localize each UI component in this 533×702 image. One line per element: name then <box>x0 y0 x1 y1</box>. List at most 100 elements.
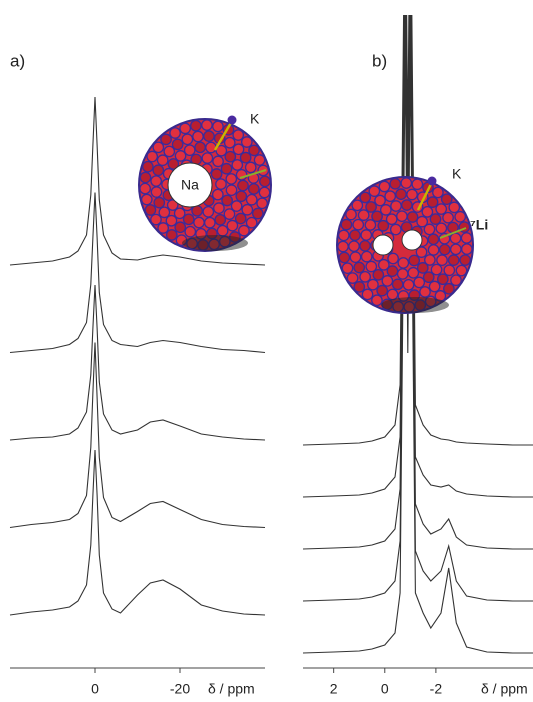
pore <box>372 234 394 256</box>
atom <box>371 210 383 223</box>
atom <box>232 143 245 156</box>
atom <box>352 218 365 231</box>
atom <box>144 204 157 216</box>
atom <box>225 173 238 185</box>
atom <box>139 171 152 184</box>
atom <box>337 240 349 253</box>
atom <box>461 243 473 255</box>
atom <box>364 219 377 231</box>
ion-label: Na <box>181 177 199 193</box>
atom <box>192 130 204 143</box>
atom <box>253 154 266 166</box>
pore <box>401 229 423 251</box>
atom <box>338 251 351 264</box>
atom <box>165 229 178 241</box>
atom <box>212 155 224 168</box>
atom <box>429 213 442 225</box>
panel-label: b) <box>372 51 387 70</box>
atom <box>371 294 383 307</box>
atom <box>349 229 361 242</box>
atom <box>247 183 260 195</box>
atom <box>421 205 434 218</box>
traces-b <box>302 15 533 654</box>
atom <box>181 133 194 146</box>
atom <box>160 133 172 146</box>
atom <box>455 264 468 277</box>
shadow <box>381 297 449 313</box>
atom <box>152 141 165 154</box>
atom <box>377 258 390 271</box>
atom <box>450 274 462 287</box>
atom <box>448 201 461 214</box>
atom <box>179 122 192 135</box>
atom <box>210 168 223 180</box>
atom <box>459 254 471 266</box>
atom <box>238 224 250 237</box>
atom <box>259 175 271 188</box>
atom <box>163 145 176 158</box>
atom <box>411 178 424 191</box>
atom <box>407 266 420 279</box>
ion-label: ⁷Li <box>470 217 488 233</box>
x-tick-label: 0 <box>91 681 99 697</box>
atom <box>194 141 207 154</box>
atom <box>359 191 372 204</box>
atom <box>240 136 253 148</box>
atom <box>140 193 153 206</box>
atom <box>353 261 366 274</box>
arrow <box>239 169 267 179</box>
atom <box>413 276 426 289</box>
traces-a <box>9 96 266 616</box>
atom <box>365 260 378 273</box>
atom <box>384 190 397 203</box>
atom <box>424 254 436 266</box>
atom <box>449 232 462 245</box>
atom <box>174 150 187 162</box>
atom <box>150 213 162 226</box>
atom <box>389 177 402 190</box>
atom <box>341 262 354 275</box>
atom <box>167 158 180 170</box>
atom <box>251 207 264 220</box>
bond <box>416 181 434 211</box>
panel-label: a) <box>10 51 25 70</box>
spectrum-trace <box>9 449 266 616</box>
atom <box>193 216 205 229</box>
atom <box>381 275 394 287</box>
atom <box>169 127 181 139</box>
ion-label: K <box>452 166 462 182</box>
atom <box>346 272 359 284</box>
atom <box>202 205 215 218</box>
atom <box>152 164 165 177</box>
spectrum-trace <box>302 52 533 654</box>
atom <box>203 130 215 143</box>
pore <box>167 162 213 208</box>
atom <box>348 240 360 253</box>
atom <box>171 138 184 151</box>
atom <box>408 254 421 267</box>
atom <box>258 186 271 199</box>
atom <box>165 214 178 227</box>
atom <box>443 282 455 295</box>
atom <box>365 201 377 213</box>
atom <box>190 119 202 132</box>
atom <box>389 223 402 236</box>
atom <box>244 161 257 174</box>
atom <box>156 154 169 167</box>
atom <box>400 177 413 189</box>
atom <box>214 213 227 226</box>
atom <box>436 254 448 267</box>
atom <box>226 219 239 232</box>
atom <box>442 211 454 224</box>
atom <box>449 243 462 256</box>
x-tick-label: -20 <box>170 681 190 697</box>
atom <box>385 213 398 226</box>
atom <box>377 219 390 232</box>
atom <box>212 120 224 133</box>
atom <box>205 141 217 154</box>
atom <box>201 152 214 164</box>
atom <box>150 186 163 198</box>
atom <box>223 136 236 149</box>
atom <box>386 265 399 277</box>
atom <box>422 271 435 284</box>
